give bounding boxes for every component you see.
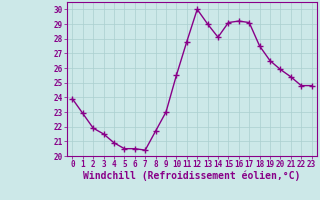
X-axis label: Windchill (Refroidissement éolien,°C): Windchill (Refroidissement éolien,°C) <box>83 171 301 181</box>
